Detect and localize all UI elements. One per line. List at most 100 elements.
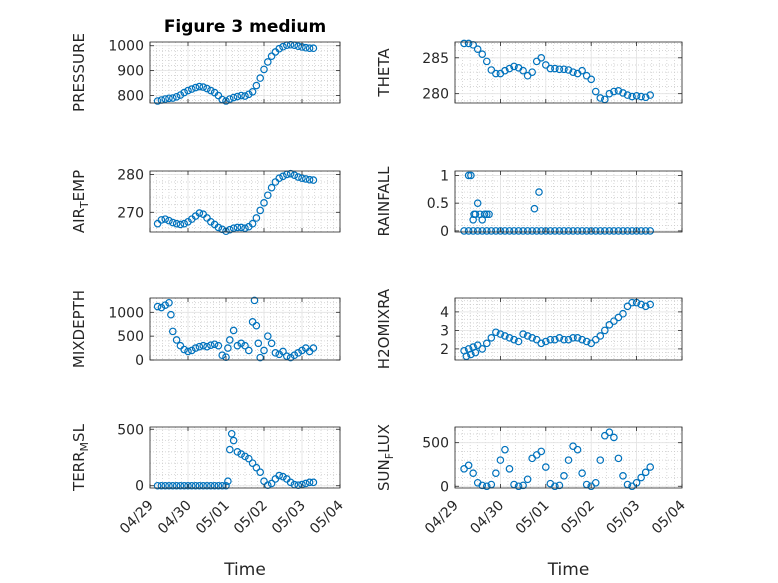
data-point — [203, 84, 211, 93]
data-point — [214, 341, 223, 350]
x-tick-label: 05/03 — [269, 498, 309, 538]
data-point — [605, 227, 614, 235]
data-point — [641, 227, 650, 235]
x-axis-label: Time — [547, 560, 590, 580]
data-point — [487, 227, 496, 235]
data-point — [473, 227, 482, 235]
data-point — [467, 171, 475, 180]
data-point — [153, 97, 162, 105]
y-axis-label: RAINFALL — [375, 166, 393, 237]
data-point — [165, 94, 173, 103]
y-axis-label: SUNFLUX — [375, 424, 396, 491]
data-point — [191, 481, 200, 490]
x-tick-label: 05/04 — [649, 497, 689, 537]
data-point — [256, 206, 265, 215]
data-point — [199, 341, 208, 350]
data-point — [248, 219, 257, 228]
y-tick-label: 270 — [117, 205, 144, 221]
data-point — [564, 456, 573, 464]
data-point — [591, 227, 600, 235]
data-point — [646, 463, 655, 471]
y-tick-label: 800 — [117, 89, 144, 105]
data-point — [256, 74, 265, 82]
data-point — [286, 353, 295, 362]
data-point — [532, 57, 541, 66]
data-point — [267, 52, 276, 60]
data-point — [519, 330, 527, 338]
data-point — [587, 339, 596, 348]
data-point — [537, 53, 546, 62]
data-point — [464, 461, 473, 470]
data-point — [528, 333, 536, 342]
y-tick-label: 1000 — [108, 305, 144, 321]
subplot-5: 0 500 1000 MIXDEPTH — [70, 290, 341, 369]
data-point — [614, 454, 623, 463]
data-point — [294, 173, 303, 181]
data-point — [510, 62, 518, 71]
y-axis-label: TERRMSL — [70, 423, 91, 492]
data-point — [492, 227, 500, 235]
data-point — [505, 465, 514, 473]
data-point — [637, 227, 645, 235]
data-point — [646, 227, 655, 235]
data-point — [614, 87, 623, 95]
data-point — [227, 429, 236, 438]
data-point — [218, 481, 227, 490]
data-point — [573, 445, 582, 454]
data-point — [241, 224, 249, 233]
data-point — [237, 223, 246, 232]
data-point — [267, 479, 276, 488]
data-point — [252, 81, 261, 90]
data-point — [172, 481, 181, 490]
data-point — [279, 347, 287, 356]
data-point — [551, 482, 559, 491]
data-point — [245, 454, 253, 463]
data-point — [541, 61, 550, 69]
y-tick-label: 500 — [117, 422, 144, 438]
data-point — [188, 85, 196, 93]
y-tick-label: 2 — [440, 342, 449, 358]
data-point — [241, 341, 249, 350]
x-axis-label: Time — [223, 560, 266, 580]
data-point — [469, 469, 477, 477]
y-axis-label: AIRTEMP — [70, 170, 91, 233]
data-point — [478, 481, 487, 490]
data-point — [573, 227, 582, 235]
data-point — [628, 227, 636, 235]
data-point — [460, 227, 468, 235]
data-point — [510, 335, 518, 344]
data-point — [473, 45, 482, 53]
data-point — [482, 227, 491, 235]
data-point — [605, 321, 614, 329]
data-point — [245, 346, 253, 355]
data-point — [560, 335, 568, 344]
data-point — [207, 341, 215, 350]
data-point — [546, 227, 555, 235]
data-point — [169, 218, 177, 227]
data-point — [485, 210, 493, 219]
data-point — [614, 227, 623, 235]
data-point — [226, 95, 234, 103]
data-point — [482, 210, 491, 219]
data-point — [641, 93, 650, 102]
data-point — [492, 328, 500, 337]
data-point — [256, 353, 265, 362]
data-point — [290, 351, 299, 360]
data-point — [537, 447, 546, 456]
data-point — [505, 227, 514, 235]
y-tick-label: 1 — [440, 168, 449, 184]
data-point — [467, 350, 475, 359]
data-point — [252, 214, 261, 222]
data-point — [514, 227, 523, 235]
y-tick-label: 280 — [422, 87, 449, 103]
data-point — [224, 477, 232, 486]
y-axis-label: THETA — [375, 48, 393, 98]
data-point — [546, 335, 555, 344]
data-point — [501, 227, 509, 235]
axes-box — [149, 426, 341, 489]
data-point — [248, 459, 257, 467]
data-point — [641, 302, 650, 311]
data-point — [180, 88, 189, 97]
data-point — [263, 332, 272, 340]
